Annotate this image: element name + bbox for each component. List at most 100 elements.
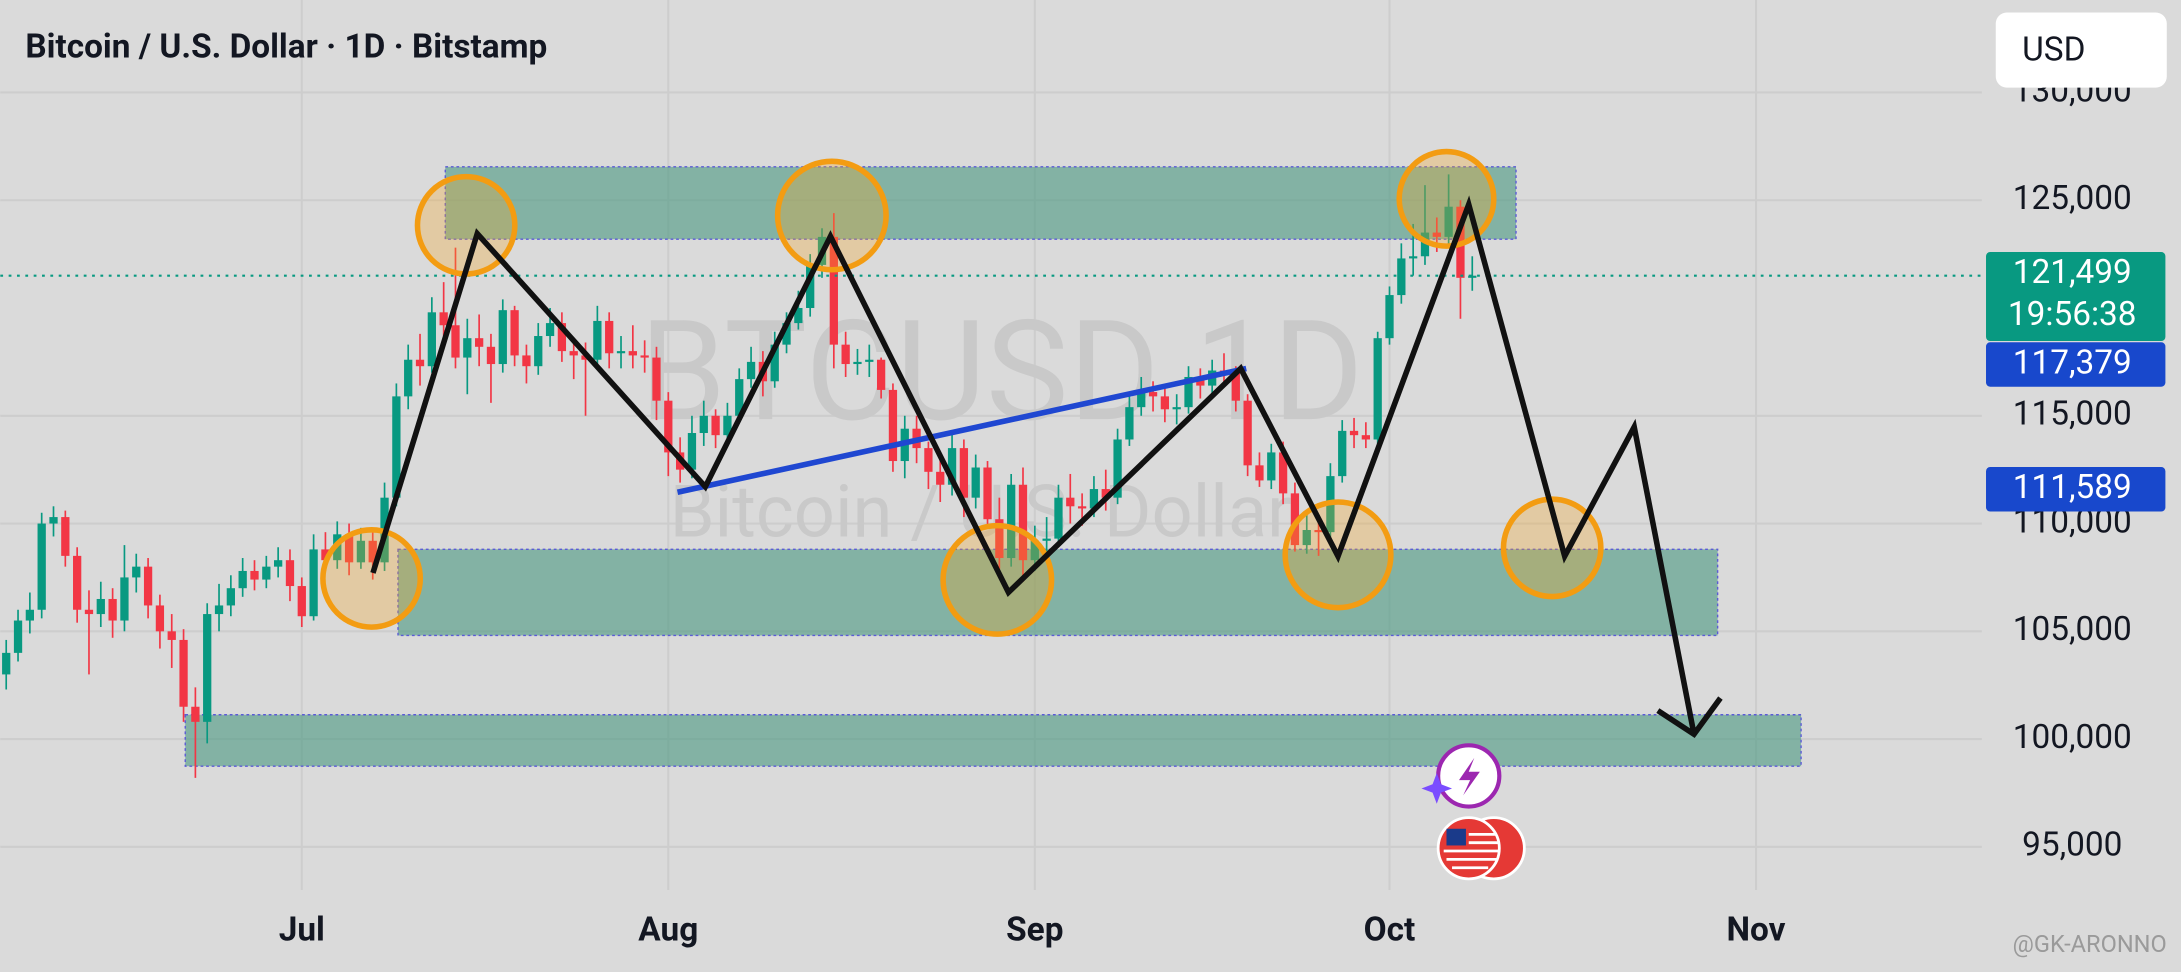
arrowhead — [1656, 696, 1723, 738]
candle-body — [865, 359, 874, 362]
candle-body — [1290, 493, 1300, 546]
target-zone — [184, 714, 1802, 767]
candle-body — [1172, 407, 1181, 410]
candle-body — [1314, 530, 1323, 533]
currency-button[interactable] — [1995, 12, 2167, 88]
candle-body — [1278, 452, 1288, 494]
candle-body — [1125, 407, 1134, 440]
candle-body — [451, 325, 460, 358]
countdown-label: 19:56:38 — [2008, 295, 2137, 334]
candle-body — [1113, 439, 1122, 498]
candle-body — [474, 338, 484, 347]
candle-body — [1338, 430, 1347, 477]
candle-body — [1042, 538, 1051, 541]
candle-body — [545, 323, 555, 337]
candle-body — [1255, 465, 1264, 481]
x-tick-label: Jul — [279, 910, 325, 949]
candle-body — [297, 586, 306, 617]
candle-body — [61, 517, 70, 556]
price-label-box — [1986, 342, 2166, 387]
candle-body — [1007, 484, 1016, 559]
candle-body — [463, 338, 472, 358]
candle-body — [1432, 232, 1441, 237]
candle-body — [1397, 258, 1406, 296]
candle-body — [155, 605, 165, 632]
candle-body — [534, 336, 543, 367]
candle-body — [735, 379, 744, 416]
candle-body — [486, 346, 496, 365]
candle-body — [392, 396, 401, 498]
candle-body — [557, 323, 567, 352]
resistance-zone — [444, 166, 1517, 240]
candle-body — [49, 517, 58, 524]
candle-body — [498, 310, 507, 365]
candle-body — [1231, 372, 1240, 401]
candle-body — [1148, 392, 1158, 397]
y-tick-label: 115,000 — [2013, 395, 2132, 434]
candle-body — [652, 357, 661, 401]
author-credit: @GK-ARONNO — [2013, 930, 2167, 958]
candle-body — [971, 467, 980, 498]
candle-body — [203, 614, 212, 722]
highlight-circle — [1396, 148, 1497, 249]
candle-body — [616, 351, 626, 354]
candle-body — [1184, 376, 1193, 408]
candle-body — [510, 310, 519, 356]
candle-body — [368, 540, 377, 563]
candle-body — [569, 351, 578, 356]
candle-body — [274, 560, 283, 567]
highlight-circle — [774, 158, 889, 273]
candle-body — [226, 588, 235, 606]
y-tick-label: 95,000 — [2022, 826, 2122, 865]
candle-body — [262, 566, 271, 580]
price-label-box — [1986, 467, 2166, 512]
candle-body — [1054, 497, 1063, 539]
candle-body — [664, 400, 673, 453]
candle-body — [25, 609, 34, 621]
candle-body — [959, 448, 969, 498]
support-zone — [397, 548, 1719, 637]
candle-body — [238, 570, 247, 589]
candle-body — [191, 706, 200, 722]
candle-body — [108, 598, 117, 621]
candle-body — [356, 540, 366, 563]
candle-body — [2, 652, 11, 675]
candle-body — [344, 534, 354, 563]
candle-body — [640, 355, 649, 358]
candle-body — [995, 519, 1004, 559]
candle-body — [404, 359, 413, 397]
candle-body — [143, 566, 153, 606]
candle-body — [415, 359, 425, 367]
candle-body — [605, 320, 614, 354]
candle-body — [1243, 400, 1252, 466]
event-flag[interactable] — [1436, 816, 1501, 881]
chart-title: Bitcoin / U.S. Dollar · 1D · Bitstamp — [25, 27, 547, 66]
candle-body — [947, 448, 957, 485]
candle-body — [853, 361, 862, 365]
candle-body — [285, 560, 295, 587]
candle-body — [1361, 435, 1371, 440]
currency-button-label[interactable]: USD — [2022, 30, 2085, 69]
candle-body — [1160, 396, 1170, 410]
candle-body — [214, 605, 224, 615]
candle-body — [794, 308, 803, 324]
candle-body — [1077, 506, 1087, 509]
candle-body — [829, 236, 838, 345]
candle-body — [439, 312, 448, 326]
candle-body — [37, 523, 46, 610]
event-icons — [1421, 743, 1526, 881]
candle-body — [250, 570, 259, 580]
candle-body — [806, 264, 815, 309]
candle-body — [179, 639, 188, 707]
highlight-circle — [320, 527, 424, 630]
candle-body — [983, 467, 992, 520]
drawings — [320, 148, 1723, 738]
candle-body — [1018, 484, 1028, 561]
candle-body — [1089, 489, 1099, 509]
candle-body — [167, 631, 176, 640]
x-tick-label: Sep — [1006, 910, 1063, 949]
candle-body — [96, 598, 105, 615]
x-tick-label: Oct — [1364, 910, 1416, 949]
price-label: 111,589 — [2013, 468, 2132, 507]
